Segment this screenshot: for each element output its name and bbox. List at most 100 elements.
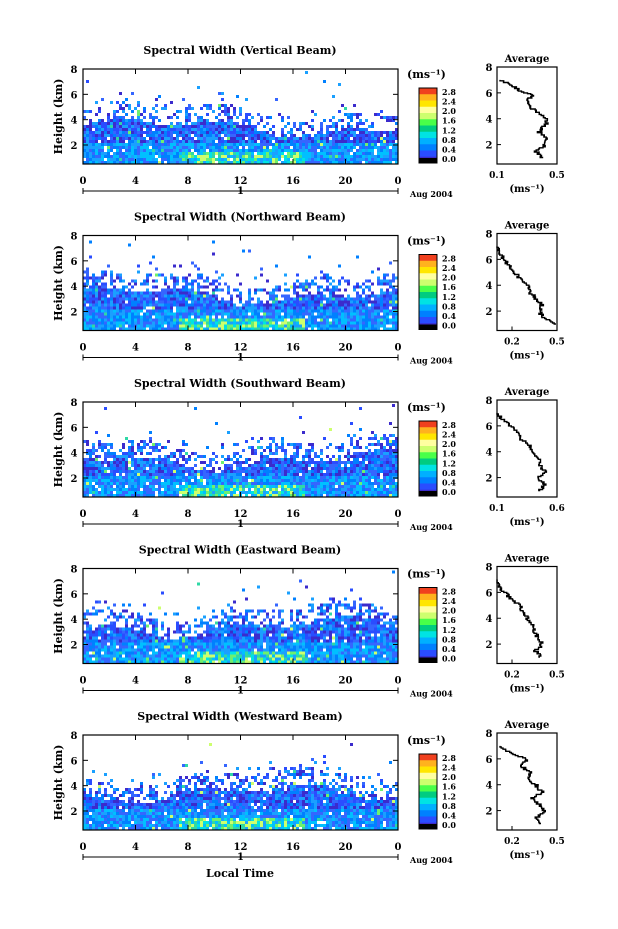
- heatmap-cell: [122, 125, 125, 128]
- heatmap-cell: [179, 143, 182, 146]
- colorbar-tick-label: 2.4: [442, 263, 456, 273]
- heatmap-cell: [119, 639, 122, 643]
- heatmap-cell: [287, 485, 290, 488]
- heatmap-cell: [383, 297, 386, 301]
- heatmap-cell: [389, 434, 392, 437]
- heatmap-cell: [131, 455, 134, 458]
- heatmap-cell: [341, 149, 344, 152]
- heatmap-cell: [338, 446, 341, 449]
- heatmap-cell: [125, 476, 128, 479]
- heatmap-cell: [98, 455, 101, 458]
- heatmap-cell: [323, 288, 326, 292]
- heatmap-cell: [158, 140, 161, 143]
- heatmap-cell: [362, 128, 365, 131]
- heatmap-cell: [134, 485, 137, 488]
- avg-x-tick-label: 0.5: [549, 171, 565, 181]
- heatmap-cell: [368, 279, 371, 283]
- heatmap-cell: [308, 321, 311, 325]
- heatmap-cell: [323, 276, 326, 280]
- heatmap-cell: [347, 449, 350, 452]
- heatmap-cell: [146, 476, 149, 479]
- heatmap-cell: [302, 324, 305, 328]
- heatmap-cell: [110, 488, 113, 491]
- heatmap-cell: [353, 152, 356, 155]
- heatmap-cell: [206, 107, 209, 110]
- heatmap-cell: [359, 321, 362, 325]
- colorbar-segment: [419, 113, 437, 120]
- heatmap-cell: [149, 152, 152, 155]
- heatmap-cell: [335, 494, 338, 497]
- heatmap-cell: [95, 291, 98, 295]
- heatmap-cell: [194, 318, 197, 322]
- heatmap-cell: [89, 482, 92, 485]
- heatmap-cell: [119, 657, 122, 661]
- heatmap-cell: [92, 306, 95, 310]
- heatmap-cell: [377, 282, 380, 286]
- heatmap-cell: [257, 327, 260, 331]
- heatmap-cell: [128, 161, 131, 164]
- heatmap-cell: [356, 155, 359, 158]
- heatmap-cell: [194, 158, 197, 161]
- heatmap-cell: [314, 294, 317, 298]
- heatmap-cell: [311, 125, 314, 128]
- heatmap-cell: [263, 473, 266, 476]
- heatmap-cell: [356, 128, 359, 131]
- heatmap-cell: [167, 146, 170, 149]
- heatmap-cell: [353, 464, 356, 467]
- heatmap-cell: [206, 122, 209, 125]
- heatmap-cell: [134, 464, 137, 467]
- heatmap-cell: [197, 491, 200, 494]
- heatmap-cell: [92, 125, 95, 128]
- heatmap-cell: [221, 315, 224, 319]
- heatmap-cell: [305, 146, 308, 149]
- heatmap-cell: [284, 491, 287, 494]
- heatmap-cell: [329, 282, 332, 286]
- heatmap-cell: [308, 137, 311, 140]
- heatmap-cell: [278, 464, 281, 467]
- heatmap-cell: [89, 315, 92, 319]
- heatmap-cell: [170, 125, 173, 128]
- heatmap-cell: [329, 149, 332, 152]
- heatmap-cell: [188, 458, 191, 461]
- heatmap-cell: [341, 324, 344, 328]
- heatmap-cell: [368, 306, 371, 310]
- heatmap-cell: [353, 155, 356, 158]
- heatmap-cell: [92, 612, 95, 616]
- heatmap-cell: [377, 158, 380, 161]
- heatmap-cell: [266, 479, 269, 482]
- heatmap-cell: [236, 294, 239, 298]
- heatmap-cell: [389, 312, 392, 316]
- heatmap-cell: [296, 446, 299, 449]
- heatmap-cell: [83, 327, 86, 331]
- heatmap-cell: [269, 303, 272, 307]
- heatmap-cell: [155, 149, 158, 152]
- heatmap-cell: [173, 488, 176, 491]
- heatmap-cell: [146, 479, 149, 482]
- heatmap-cell: [260, 458, 263, 461]
- heatmap-cell: [212, 294, 215, 298]
- heatmap-cell: [395, 137, 398, 140]
- heatmap-cell: [185, 491, 188, 494]
- heatmap-cell: [140, 131, 143, 134]
- heatmap-cell: [383, 161, 386, 164]
- heatmap-cell: [89, 630, 92, 634]
- heatmap-cell: [218, 107, 221, 110]
- heatmap-cell: [344, 488, 347, 491]
- heatmap-cell: [194, 279, 197, 283]
- heatmap-cell: [167, 134, 170, 137]
- heatmap-cell: [245, 98, 248, 101]
- heatmap-cell: [338, 288, 341, 292]
- heatmap-cell: [140, 149, 143, 152]
- heatmap-cell: [200, 327, 203, 331]
- heatmap-cell: [122, 458, 125, 461]
- heatmap-cell: [350, 488, 353, 491]
- heatmap-cell: [353, 288, 356, 292]
- heatmap-cell: [395, 116, 398, 119]
- heatmap-cell: [329, 294, 332, 298]
- heatmap-cell: [392, 312, 395, 316]
- colorbar-segment: [419, 483, 437, 491]
- heatmap-cell: [113, 455, 116, 458]
- heatmap-cell: [305, 491, 308, 494]
- heatmap-cell: [329, 291, 332, 295]
- heatmap-cell: [302, 488, 305, 491]
